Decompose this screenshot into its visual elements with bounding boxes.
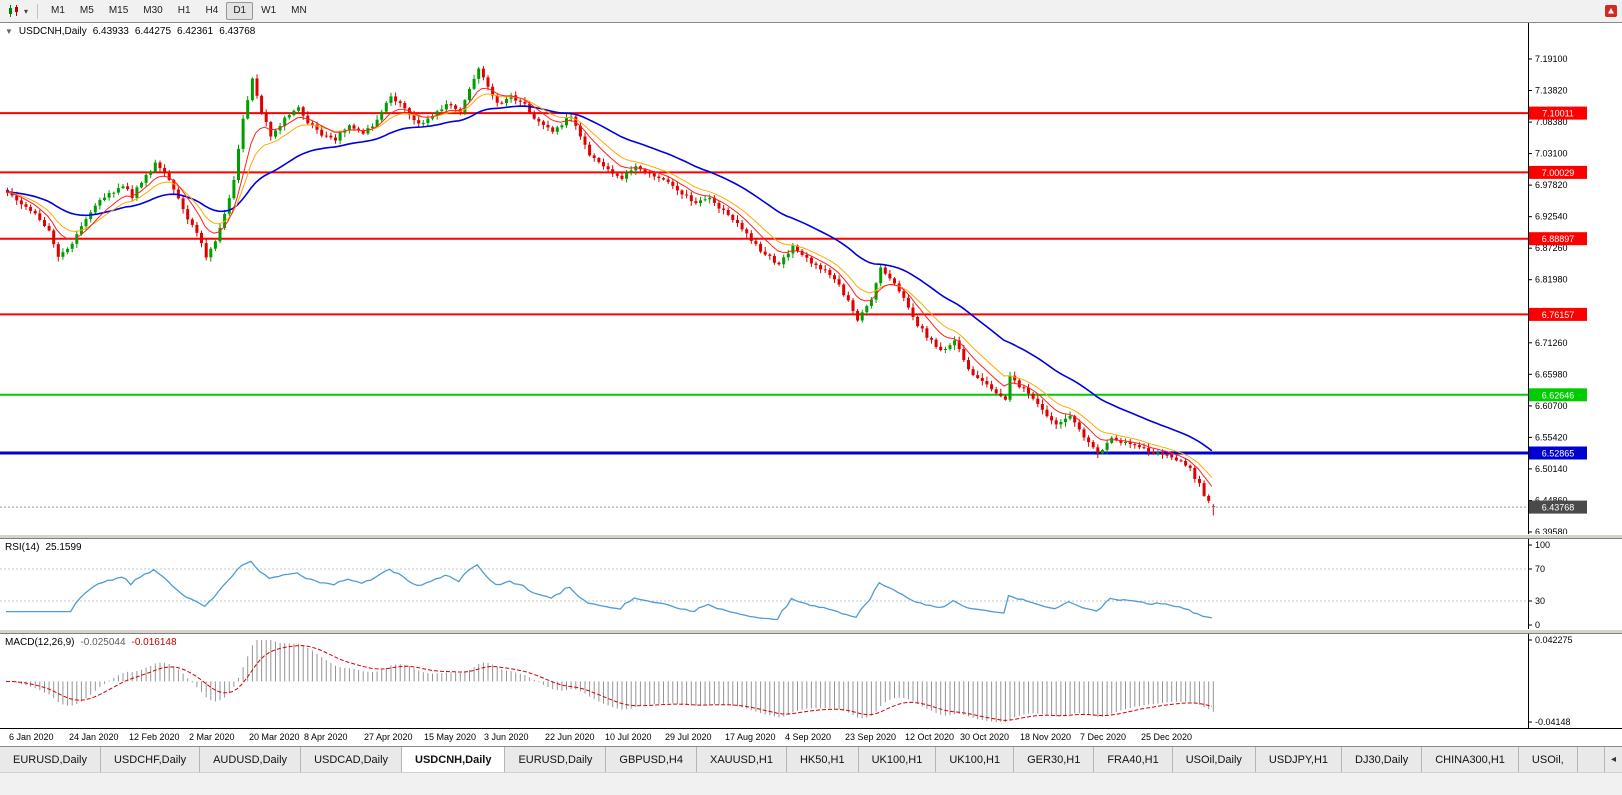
toolbar: ▾ M1 M5 M15 M30 H1 H4 D1 W1 MN: [0, 0, 1622, 23]
svg-text:0: 0: [1535, 620, 1540, 629]
chart-window: 7.19100 7.13820 7.08380 7.03100 6.97820 6.925…: [0, 23, 1622, 746]
pane-resize-handle[interactable]: [0, 629, 1622, 634]
time-scale[interactable]: 6 Jan 2020 24 Jan 2020 12 Feb 2020 2 Mar 20…: [0, 728, 1622, 746]
date-label: 8 Apr 2020: [304, 732, 348, 742]
date-label: 6 Jan 2020: [9, 732, 54, 742]
chart-tab-eurusd-daily[interactable]: EURUSD,Daily: [505, 747, 607, 772]
svg-text:7.19100: 7.19100: [1535, 54, 1568, 64]
rsi-pane: 100 70 30 0 RSI(14) 25.1599: [0, 539, 1622, 629]
date-label: 12 Oct 2020: [905, 732, 955, 742]
chart-tab-usdchf-daily[interactable]: USDCHF,Daily: [100, 747, 201, 772]
svg-text:7.10011: 7.10011: [1542, 109, 1574, 119]
status-bar: [0, 772, 1622, 795]
pane-resize-handle[interactable]: [0, 534, 1622, 539]
toolbar-separator: [37, 3, 39, 19]
svg-text:6.65980: 6.65980: [1535, 369, 1568, 379]
svg-text:6.55420: 6.55420: [1535, 432, 1568, 442]
timeframe-button-m15[interactable]: M15: [102, 2, 135, 20]
timeframe-button-h4[interactable]: H4: [199, 2, 226, 20]
date-label: 24 Jan 2020: [69, 732, 119, 742]
date-label: 15 May 2020: [424, 732, 477, 742]
date-label: 17 Aug 2020: [725, 732, 776, 742]
date-label: 22 Jun 2020: [545, 732, 595, 742]
date-label: 20 Mar 2020: [249, 732, 300, 742]
chart-tabbar: EURUSD,Daily USDCHF,Daily AUDUSD,Daily USDC…: [0, 746, 1622, 772]
chart-tab-fra40-h1[interactable]: FRA40,H1: [1094, 747, 1173, 772]
svg-text:6.60700: 6.60700: [1535, 401, 1568, 411]
chart-tab-uk100-h1[interactable]: UK100,H1: [936, 747, 1015, 772]
svg-text:6.50140: 6.50140: [1535, 464, 1568, 474]
chart-tab-usdjpy-h1[interactable]: USDJPY,H1: [1255, 747, 1343, 772]
svg-text:7.08380: 7.08380: [1535, 117, 1568, 127]
date-label: 10 Jul 2020: [605, 732, 652, 742]
svg-text:7.13820: 7.13820: [1535, 86, 1568, 96]
svg-text:6.44860: 6.44860: [1535, 496, 1568, 506]
chart-tab-usdcad-daily[interactable]: USDCAD,Daily: [301, 747, 403, 772]
chart-tabbar-tabs: EURUSD,Daily USDCHF,Daily AUDUSD,Daily USDC…: [0, 747, 1604, 772]
svg-text:6.52865: 6.52865: [1542, 449, 1575, 459]
svg-text:6.76157: 6.76157: [1542, 310, 1575, 320]
date-label: 12 Feb 2020: [129, 732, 180, 742]
collapse-panel-icon[interactable]: ▼: [5, 27, 13, 36]
date-label: 4 Sep 2020: [785, 732, 832, 742]
svg-text:6.92540: 6.92540: [1535, 212, 1568, 222]
svg-text:6.71260: 6.71260: [1535, 338, 1568, 348]
price-chart-canvas[interactable]: 7.19100 7.13820 7.08380 7.03100 6.97820 6.925…: [0, 23, 1622, 534]
svg-text:100: 100: [1535, 540, 1550, 550]
candlestick-chart-icon: [9, 5, 18, 17]
chart-tab-hk50-h1[interactable]: HK50,H1: [786, 747, 859, 772]
svg-text:70: 70: [1535, 564, 1545, 574]
date-label: 18 Nov 2020: [1020, 732, 1072, 742]
date-label: 27 Apr 2020: [364, 732, 413, 742]
timeframe-button-m5[interactable]: M5: [73, 2, 101, 20]
chart-tab-gbpusd-h4[interactable]: GBPUSD,H4: [606, 747, 697, 772]
timeframe-button-m1[interactable]: M1: [44, 2, 72, 20]
svg-text:6.81980: 6.81980: [1535, 275, 1568, 285]
app-logo-icon[interactable]: [1604, 4, 1618, 23]
date-label: 25 Dec 2020: [1141, 732, 1193, 742]
svg-text:6.88897: 6.88897: [1542, 234, 1575, 244]
chart-tab-uk100-h1[interactable]: UK100,H1: [858, 747, 937, 772]
svg-text:0.042275: 0.042275: [1535, 635, 1573, 645]
svg-text:6.39580: 6.39580: [1535, 527, 1568, 534]
chart-tab-ger30-h1[interactable]: GER30,H1: [1014, 747, 1095, 772]
chart-tab-usdcnh-daily[interactable]: USDCNH,Daily: [402, 747, 506, 772]
app-logo-glyph: [1605, 5, 1617, 17]
date-label: 23 Sep 2020: [845, 732, 897, 742]
svg-text:7.03100: 7.03100: [1535, 149, 1568, 159]
scroll-left-icon: ◂: [1610, 754, 1616, 765]
macd-canvas[interactable]: 0.042275 -0.04148: [0, 634, 1622, 728]
chart-type-dropdown-caret-icon: ▾: [24, 6, 29, 16]
timeframe-button-w1[interactable]: W1: [254, 2, 283, 20]
chart-tab-xauusd-h1[interactable]: XAUUSD,H1: [696, 747, 787, 772]
chart-tab-usoil-daily[interactable]: USOil,Daily: [1172, 747, 1256, 772]
svg-text:6.43768: 6.43768: [1542, 503, 1575, 513]
timeframe-button-m30[interactable]: M30: [136, 2, 169, 20]
date-label: 7 Dec 2020: [1080, 732, 1127, 742]
date-label: 30 Oct 2020: [960, 732, 1010, 742]
date-label: 2 Mar 2020: [189, 732, 235, 742]
chart-tab-usoil[interactable]: USOil,: [1518, 747, 1578, 772]
chart-tab-audusd-daily[interactable]: AUDUSD,Daily: [200, 747, 302, 772]
svg-text:30: 30: [1535, 596, 1545, 606]
price-pane: 7.19100 7.13820 7.08380 7.03100 6.97820 6.925…: [0, 23, 1622, 534]
svg-text:-0.04148: -0.04148: [1535, 717, 1571, 727]
macd-pane: 0.042275 -0.04148 MACD(12,26,9) -0.025044…: [0, 634, 1622, 728]
chart-tab-china300-h1[interactable]: CHINA300,H1: [1422, 747, 1519, 772]
tab-scroll-left-button[interactable]: ◂: [1603, 747, 1622, 772]
svg-text:6.62646: 6.62646: [1542, 390, 1575, 400]
rsi-canvas[interactable]: 100 70 30 0: [0, 539, 1622, 629]
date-label: 29 Jul 2020: [665, 732, 712, 742]
timeframe-button-mn[interactable]: MN: [284, 2, 314, 20]
chart-tab-dj30-daily[interactable]: DJ30,Daily: [1342, 747, 1423, 772]
chart-tab-eurusd-daily[interactable]: EURUSD,Daily: [0, 747, 101, 772]
svg-text:6.97820: 6.97820: [1535, 180, 1568, 190]
svg-text:7.00029: 7.00029: [1542, 168, 1575, 178]
date-label: 3 Jun 2020: [484, 732, 529, 742]
timeframe-button-h1[interactable]: H1: [171, 2, 198, 20]
chart-type-button[interactable]: ▾: [3, 3, 31, 19]
svg-text:6.87260: 6.87260: [1535, 243, 1568, 253]
timeframe-group: M1 M5 M15 M30 H1 H4 D1 W1 MN: [44, 2, 314, 20]
timeframe-button-d1[interactable]: D1: [226, 2, 254, 20]
